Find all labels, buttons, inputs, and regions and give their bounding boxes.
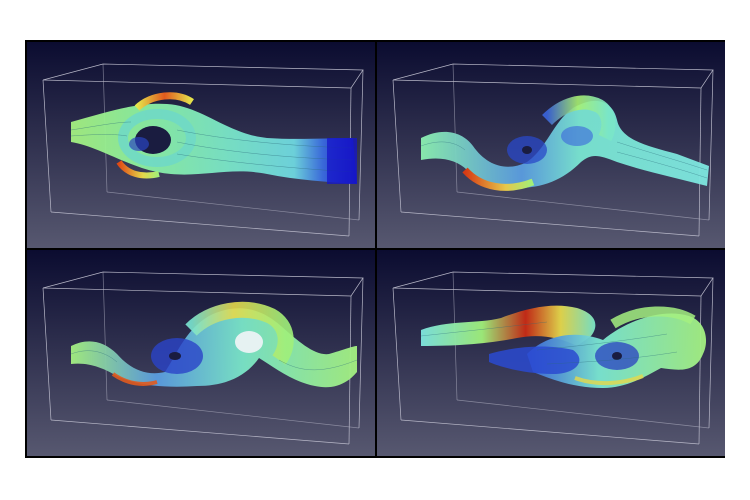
figure-grid: [25, 40, 725, 458]
bounding-box-wireframe: [42, 271, 364, 445]
streamline-bundle: [420, 95, 709, 191]
bounding-box-wireframe: [392, 271, 714, 445]
panel-bottom-right: [377, 250, 725, 456]
streamline-bundle: [70, 301, 358, 388]
streamline-bundle: [420, 305, 707, 388]
panel-top-right: [377, 42, 725, 248]
streamline-bundle: [70, 92, 357, 184]
panel-bottom-left: [27, 250, 375, 456]
bounding-box-wireframe: [392, 63, 714, 237]
panel-top-left: [27, 42, 375, 248]
